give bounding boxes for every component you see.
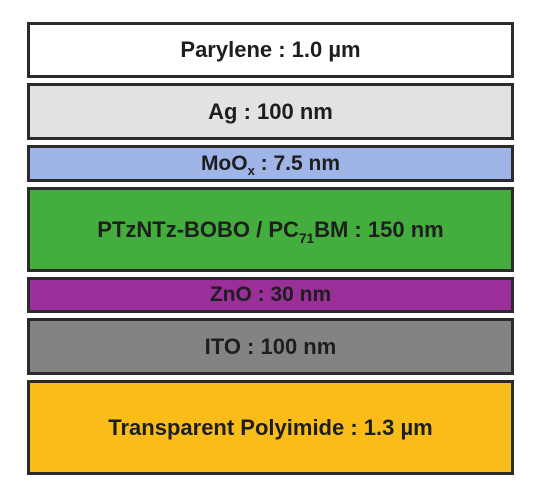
layer-active-blend: PTzNTz-BOBO / PC71BM : 150 nm [27, 187, 514, 272]
layer-active-blend-thickness: BM : 150 nm [314, 216, 444, 242]
layer-parylene: Parylene : 1.0 µm [27, 22, 514, 78]
layer-ito: ITO : 100 nm [27, 318, 514, 375]
layer-ag-label: Ag : 100 nm [208, 98, 333, 124]
layer-moox-thickness: : 7.5 nm [254, 151, 341, 175]
layer-parylene-label: Parylene : 1.0 µm [180, 37, 361, 62]
layer-active-blend-formula: PTzNTz-BOBO / PC [97, 216, 299, 242]
layer-zno: ZnO : 30 nm [27, 277, 514, 313]
layer-zno-label: ZnO : 30 nm [209, 283, 332, 306]
layer-polyimide: Transparent Polyimide : 1.3 µm [27, 380, 514, 475]
layer-moox-subscript: x [247, 163, 255, 179]
layer-ito-label: ITO : 100 nm [204, 333, 337, 359]
layer-active-blend-subscript: 71 [298, 230, 315, 246]
layer-polyimide-label: Transparent Polyimide : 1.3 µm [108, 414, 433, 440]
layer-active-blend-label: PTzNTz-BOBO / PC71BM : 150 nm [97, 216, 444, 246]
layer-moox-label: MoOx : 7.5 nm [200, 151, 341, 179]
layer-ag: Ag : 100 nm [27, 83, 514, 140]
layer-moox: MoOx : 7.5 nm [27, 145, 514, 182]
layer-moox-formula: MoO [200, 151, 248, 175]
